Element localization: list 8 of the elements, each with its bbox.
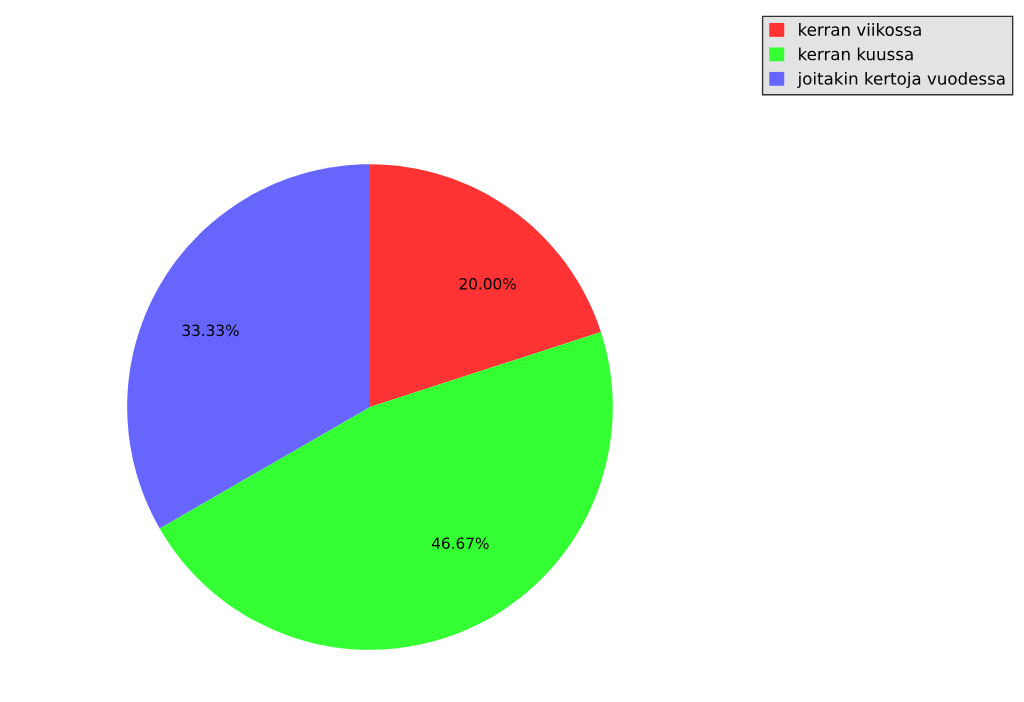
data-label: 33.33% [182, 324, 239, 337]
legend-label: kerran viikossa [799, 23, 921, 36]
legend-label: joitakin kertoja vuodessa [797, 71, 1005, 89]
pie-slice [370, 164, 601, 407]
pie-slice [127, 164, 370, 529]
data-label: 46.67% [431, 537, 489, 549]
legend-label: kerran kuussa [799, 47, 913, 61]
data-label: 20.00% [459, 278, 516, 290]
